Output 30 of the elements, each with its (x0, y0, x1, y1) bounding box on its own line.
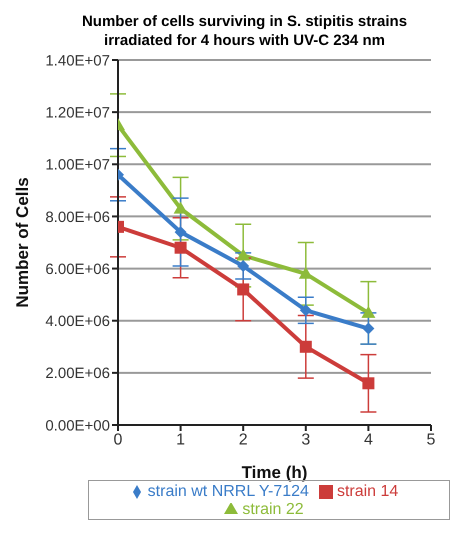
x-tick-label: 2 (238, 431, 248, 448)
point (174, 242, 187, 254)
point (237, 260, 250, 272)
y-tick-label: 4.00E+06 (45, 313, 110, 330)
legend-label: strain 22 (242, 501, 304, 518)
legend-label: strain wt NRRL Y-7124 (148, 483, 309, 500)
x-tick-label: 0 (114, 431, 123, 448)
point (362, 322, 374, 335)
point (362, 377, 374, 390)
x-tick-label: 1 (176, 431, 186, 448)
chart-title: Number of cells surviving in S. stipitis strains irradiated for 4 hours with UV-C 234 nm (80, 12, 408, 50)
point (237, 283, 250, 296)
y-axis-title: Number of Cells (13, 177, 32, 308)
legend-label: strain 14 (336, 483, 398, 500)
y-tick-label: 6.00E+06 (45, 260, 110, 278)
point (361, 306, 376, 318)
point (174, 226, 187, 238)
x-tick-label: 4 (364, 431, 373, 448)
x-tick-label: 5 (426, 431, 436, 448)
y-tick-label: 2.00E+06 (45, 365, 110, 382)
point (300, 304, 312, 316)
y-tick-label: 1.20E+07 (45, 104, 110, 122)
y-tick-label: 1.40E+07 (45, 52, 110, 70)
y-tick-label: 8.00E+06 (45, 208, 110, 226)
y-tick-label: 0.00E+00 (45, 417, 110, 434)
x-axis-title: Time (h) (242, 463, 308, 482)
point (236, 248, 250, 261)
x-tick-label: 3 (301, 431, 310, 448)
point (300, 340, 312, 353)
y-tick-label: 1.00E+07 (45, 156, 110, 174)
